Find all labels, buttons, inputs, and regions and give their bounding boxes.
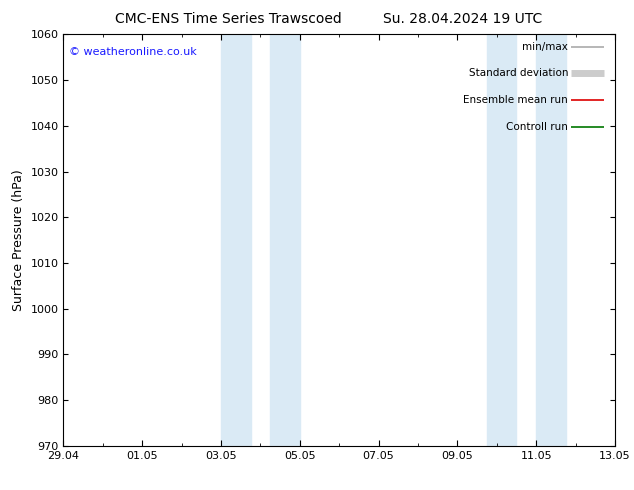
Text: CMC-ENS Time Series Trawscoed: CMC-ENS Time Series Trawscoed xyxy=(115,12,342,26)
Bar xyxy=(536,34,566,446)
Text: Su. 28.04.2024 19 UTC: Su. 28.04.2024 19 UTC xyxy=(383,12,543,26)
Text: Standard deviation: Standard deviation xyxy=(469,69,568,78)
Text: © weatheronline.co.uk: © weatheronline.co.uk xyxy=(69,47,197,57)
Y-axis label: Surface Pressure (hPa): Surface Pressure (hPa) xyxy=(12,169,25,311)
Bar xyxy=(221,34,250,446)
Bar xyxy=(487,34,517,446)
Bar xyxy=(270,34,300,446)
Text: Ensemble mean run: Ensemble mean run xyxy=(463,95,568,105)
Text: min/max: min/max xyxy=(522,42,568,51)
Text: Controll run: Controll run xyxy=(506,122,568,132)
